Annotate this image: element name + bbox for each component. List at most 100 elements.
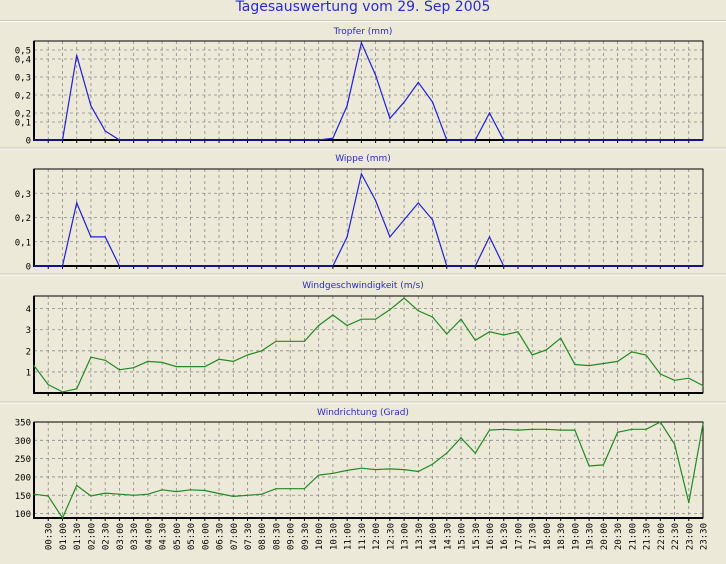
data-point xyxy=(90,105,92,107)
y-tick-label: 0,2 xyxy=(15,110,31,120)
data-point xyxy=(161,489,163,491)
data-point xyxy=(33,493,35,495)
y-tick-label: 100 xyxy=(15,510,31,520)
data-point xyxy=(61,391,64,393)
data-point xyxy=(218,358,220,360)
data-point xyxy=(503,265,505,267)
x-tick-label: 22:00 xyxy=(657,523,667,550)
data-point xyxy=(545,265,548,267)
y-tick-label: 0,1 xyxy=(15,238,31,248)
y-tick-label: 0,2 xyxy=(15,214,31,224)
chart-panel-1: Tropfer (mm)00,10,20,20,30,40,5 xyxy=(0,27,726,150)
data-point xyxy=(133,265,135,267)
data-point xyxy=(360,467,362,469)
data-point xyxy=(460,318,462,320)
data-point xyxy=(460,265,462,267)
y-tick-label: 0,5 xyxy=(15,47,31,57)
x-tick-label: 05:00 xyxy=(173,523,183,550)
data-point xyxy=(702,265,704,267)
data-point xyxy=(76,202,78,204)
data-point xyxy=(76,388,78,390)
data-point xyxy=(616,360,619,362)
data-point xyxy=(118,493,121,495)
data-point xyxy=(631,351,633,353)
data-point xyxy=(588,364,590,367)
data-point xyxy=(531,428,533,430)
x-tick-label: 23:00 xyxy=(685,523,695,550)
data-point xyxy=(61,265,64,267)
data-point xyxy=(360,42,362,44)
data-point xyxy=(189,139,192,141)
data-point xyxy=(702,139,704,141)
x-tick-label: 12:00 xyxy=(372,523,382,550)
data-point xyxy=(431,463,434,465)
y-tick-label: 3 xyxy=(26,326,31,336)
data-point xyxy=(517,429,519,431)
data-point xyxy=(204,139,206,141)
x-tick-label: 23:30 xyxy=(700,523,710,550)
data-point xyxy=(133,367,135,369)
data-point xyxy=(446,452,448,454)
x-tick-label: 11:30 xyxy=(358,523,368,550)
x-tick-label: 03:00 xyxy=(116,523,126,550)
x-tick-label: 14:00 xyxy=(429,523,439,550)
chart-panel-2: Wippe (mm) 0 0,1 0,2 0,3 xyxy=(0,154,726,276)
data-point xyxy=(460,139,462,141)
x-tick-label: 01:30 xyxy=(73,523,83,550)
data-point xyxy=(232,360,234,362)
data-point xyxy=(303,488,306,490)
plot-frame xyxy=(33,40,704,141)
data-point xyxy=(375,74,377,76)
data-point xyxy=(517,139,519,141)
x-tick-label: 18:30 xyxy=(557,523,567,550)
plot-frame xyxy=(33,421,704,519)
x-tick-label: 02:00 xyxy=(87,523,97,550)
x-tick-label: 10:30 xyxy=(329,523,339,550)
y-tick-label: 0,4 xyxy=(15,56,31,66)
x-tick-label: 13:30 xyxy=(415,523,425,550)
chart-title: Tropfer (mm) xyxy=(333,27,393,37)
data-point xyxy=(318,265,320,267)
y-tick-label: 0,3 xyxy=(15,190,31,200)
data-point xyxy=(204,366,206,368)
y-tick-label: 250 xyxy=(15,455,31,465)
data-point xyxy=(688,502,690,504)
data-point xyxy=(403,469,405,471)
data-point xyxy=(602,464,604,466)
data-point xyxy=(289,265,291,267)
data-point xyxy=(33,139,35,141)
data-point xyxy=(631,139,633,141)
data-point xyxy=(118,265,121,267)
data-point xyxy=(47,383,49,386)
data-point xyxy=(417,470,419,473)
data-point xyxy=(574,363,576,366)
data-point xyxy=(360,173,362,175)
x-tick-label: 18:00 xyxy=(543,523,553,550)
data-point xyxy=(474,265,476,267)
data-point xyxy=(189,265,192,267)
data-point xyxy=(560,139,562,141)
series-line xyxy=(34,172,703,267)
data-point xyxy=(246,354,249,356)
data-point xyxy=(545,349,548,351)
data-point xyxy=(659,421,661,423)
series-line xyxy=(33,297,704,393)
data-point xyxy=(389,117,391,119)
data-point xyxy=(289,139,291,141)
x-tick-label: 12:30 xyxy=(386,523,396,550)
series-line xyxy=(34,40,703,141)
data-point xyxy=(616,431,619,433)
data-point xyxy=(189,366,192,368)
data-point xyxy=(204,265,206,267)
data-point xyxy=(346,324,348,327)
chart-panel-3: Windgeschwindigkeit (m/s) 1 2 3 4 xyxy=(0,281,726,404)
data-point xyxy=(645,428,647,430)
data-point xyxy=(403,101,405,103)
data-point xyxy=(588,465,590,467)
data-point xyxy=(360,318,362,320)
data-point xyxy=(289,488,291,490)
x-tick-label: 06:00 xyxy=(201,523,211,550)
x-tick-label: 10:00 xyxy=(315,523,325,550)
data-point xyxy=(161,139,163,141)
data-point xyxy=(688,139,690,141)
